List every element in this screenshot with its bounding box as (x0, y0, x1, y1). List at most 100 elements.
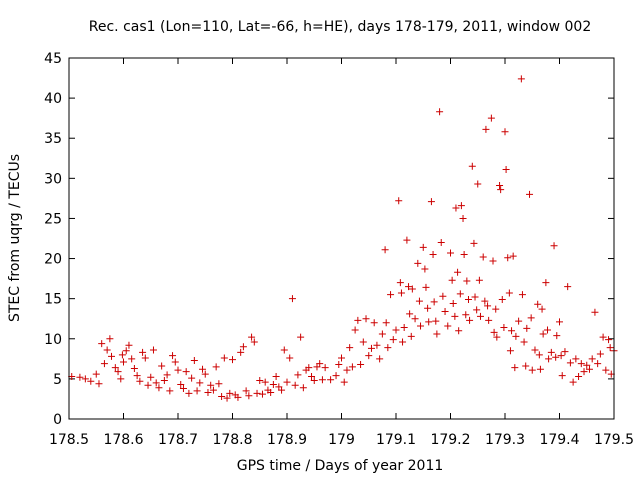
data-point (456, 290, 464, 298)
data-point (417, 322, 425, 330)
data-point (492, 305, 500, 313)
data-point (493, 333, 501, 341)
data-point (455, 327, 463, 335)
data-point (237, 348, 245, 356)
data-point (433, 330, 441, 338)
data-point (248, 333, 256, 341)
data-point (522, 362, 530, 370)
data-points (68, 75, 618, 402)
y-tick-label: 45 (44, 51, 62, 67)
data-point (596, 350, 604, 358)
data-point (327, 376, 335, 384)
data-point (120, 358, 127, 366)
data-point (171, 358, 179, 366)
data-point (108, 352, 116, 360)
data-point (479, 253, 487, 261)
data-point (141, 354, 149, 362)
x-tick-label: 179.1 (376, 432, 416, 448)
data-point (392, 326, 400, 334)
data-point (424, 304, 432, 312)
data-point (572, 355, 580, 363)
data-point (485, 316, 493, 324)
data-point (526, 190, 534, 198)
data-point (421, 265, 429, 273)
data-point (163, 371, 171, 379)
data-point (489, 257, 497, 265)
data-point (520, 338, 528, 346)
x-tick-label: 179.4 (539, 432, 579, 448)
data-point (278, 386, 286, 394)
data-point (460, 251, 468, 259)
data-point (158, 362, 166, 370)
data-point (283, 378, 291, 386)
data-point (561, 348, 569, 356)
data-point (527, 314, 535, 322)
x-tick-label: 179.3 (485, 432, 525, 448)
data-point (468, 162, 476, 170)
data-point (362, 315, 370, 323)
data-point (430, 298, 438, 306)
data-point (444, 322, 452, 330)
data-point (351, 326, 359, 334)
data-point (399, 338, 407, 346)
data-point (414, 259, 422, 267)
data-point (496, 182, 504, 190)
data-point (411, 315, 419, 323)
data-point (297, 333, 305, 341)
data-point (269, 381, 277, 389)
data-point (395, 197, 403, 205)
data-point (348, 363, 356, 371)
data-point (169, 352, 177, 360)
data-point (447, 249, 454, 257)
data-point (321, 364, 329, 372)
data-point (310, 376, 318, 384)
data-point (397, 289, 405, 297)
data-point (253, 389, 261, 397)
x-tick-label: 178.6 (103, 432, 143, 448)
data-point (544, 326, 552, 334)
data-point (473, 306, 481, 314)
data-point (258, 390, 266, 398)
data-point (267, 389, 275, 397)
data-point (523, 324, 531, 332)
data-point (419, 243, 427, 251)
data-point (552, 353, 560, 361)
y-tick-label: 0 (53, 412, 62, 428)
data-point (182, 368, 190, 376)
axis-ticks: 178.5 178.6 178.7 178.8 178.9 179 179.1 179.2 17… (44, 51, 634, 448)
data-point (376, 355, 384, 363)
data-point (299, 384, 307, 392)
data-point (95, 380, 103, 388)
data-point (207, 381, 215, 389)
data-point (122, 347, 130, 355)
data-point (118, 351, 126, 359)
data-point (378, 330, 386, 338)
data-point (346, 344, 354, 352)
data-point (239, 343, 247, 351)
data-point (234, 393, 242, 401)
data-point (588, 355, 596, 363)
data-point (387, 291, 395, 299)
x-tick-label: 178.9 (267, 432, 307, 448)
y-tick-label: 40 (44, 91, 62, 107)
data-point (504, 254, 512, 262)
data-point (286, 354, 294, 362)
data-point (185, 389, 193, 397)
data-point (482, 125, 490, 133)
data-point (454, 268, 462, 276)
data-point (305, 364, 313, 372)
y-tick-label: 10 (44, 332, 62, 348)
data-point (439, 292, 447, 300)
data-point (400, 324, 408, 332)
data-point (316, 360, 324, 368)
data-point (212, 363, 220, 371)
data-point (98, 340, 106, 348)
x-tick-label: 178.7 (158, 432, 198, 448)
data-point (457, 202, 465, 210)
data-point (389, 336, 397, 344)
data-point (506, 347, 514, 355)
y-tick-label: 25 (44, 211, 62, 227)
data-point (476, 312, 484, 320)
data-point (580, 368, 588, 376)
data-point (373, 341, 381, 349)
